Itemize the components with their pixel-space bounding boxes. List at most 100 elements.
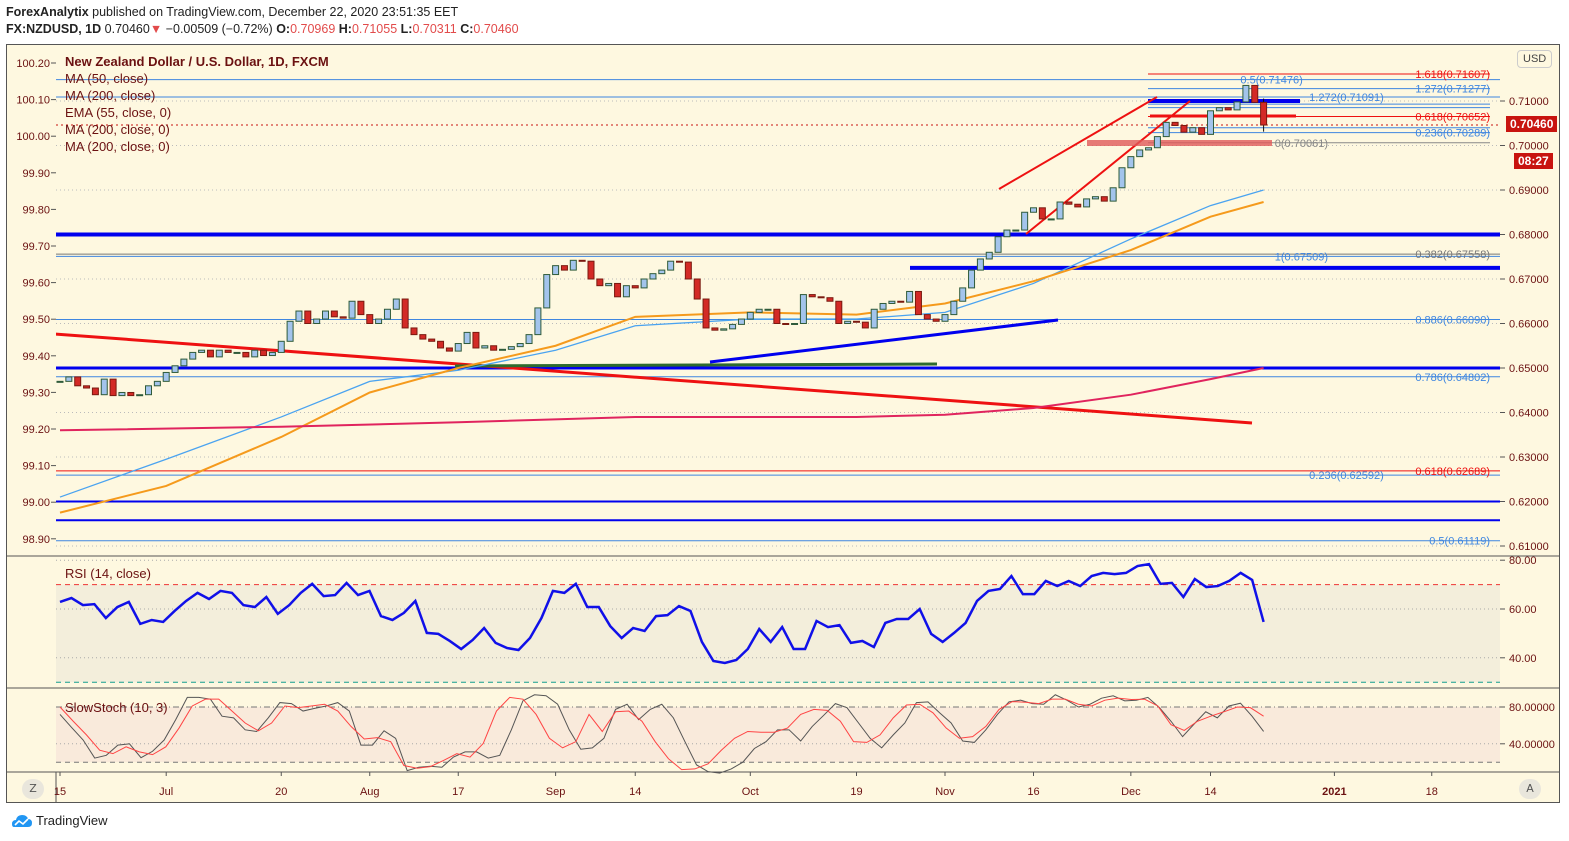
fib-level-label: 0(0.70061)	[1275, 138, 1328, 150]
legend-indicator[interactable]: MA (200, close, 0)	[65, 139, 170, 154]
candle-up	[277, 340, 285, 353]
candle-up	[1207, 110, 1214, 135]
date-tick-label: 15	[54, 786, 66, 798]
stoch-d-line	[59, 696, 1264, 771]
ascending-trendline	[709, 318, 1059, 364]
candle-down	[445, 347, 453, 352]
stoch-legend: SlowStoch (10, 3)	[65, 699, 168, 716]
candle-up	[1162, 121, 1170, 138]
tradingview-logo[interactable]: TradingView	[12, 813, 108, 828]
date-tick-label: 16	[1027, 786, 1039, 798]
price-change: −0.00509 (−0.72%)	[165, 22, 273, 36]
candle-up	[994, 236, 1002, 253]
descending-trendline	[56, 332, 1253, 425]
date-tick-label: Aug	[360, 786, 380, 798]
candle-up	[1242, 84, 1250, 103]
candle-up	[1118, 167, 1126, 189]
candle-up	[268, 351, 276, 357]
fib-level-label: 0.382(0.67558)	[1415, 249, 1490, 261]
candle-up	[1145, 147, 1153, 151]
candle-up	[658, 269, 666, 275]
candle-up	[755, 308, 763, 313]
date-tick-label: Oct	[742, 786, 759, 798]
publisher-name[interactable]: ForexAnalytix	[6, 5, 89, 19]
candle-down	[357, 300, 365, 316]
candle-up	[543, 274, 551, 309]
left-tick-label: 99.90	[22, 168, 50, 180]
currency-button[interactable]: USD	[1517, 50, 1553, 68]
legend-indicator[interactable]: EMA (55, close, 0)	[65, 105, 172, 120]
candle-down	[693, 278, 701, 300]
candle-down	[1198, 127, 1206, 135]
candle-down	[773, 308, 781, 325]
open-label: O:	[276, 22, 291, 36]
candle-up	[153, 380, 161, 387]
candle-up	[746, 311, 754, 320]
fib-level-label: 1(0.67509)	[1275, 251, 1328, 263]
candle-down	[702, 298, 710, 329]
candle-up	[959, 287, 967, 302]
candle-up	[534, 307, 542, 336]
candle-up	[162, 371, 170, 382]
candle-down	[1171, 121, 1179, 126]
candle-up	[950, 300, 958, 316]
date-tick-label: Nov	[935, 786, 955, 798]
candle-up	[392, 298, 400, 310]
fib-level-label: 0.236(0.70289)	[1415, 128, 1490, 140]
candle-down	[826, 297, 834, 302]
fib-level-label: 0.5(0.61119)	[1429, 536, 1490, 548]
left-tick-label: 100.20	[16, 58, 50, 70]
candle-up	[295, 310, 303, 322]
left-tick-label: 99.20	[22, 424, 50, 436]
candle-down	[631, 285, 639, 289]
candle-down	[932, 318, 940, 322]
candle-down	[923, 314, 931, 320]
candle-down	[410, 327, 418, 336]
date-tick-label: 14	[629, 786, 641, 798]
candle-down	[596, 278, 604, 287]
candle-down	[560, 265, 568, 271]
candle-up	[481, 345, 489, 349]
candle-down	[853, 320, 860, 323]
price-tick-label: 0.63000	[1509, 452, 1549, 464]
candle-up	[65, 376, 73, 382]
candle-up	[198, 349, 206, 353]
candle-up	[322, 310, 329, 320]
candle-down	[1180, 124, 1188, 133]
candle-up	[171, 365, 179, 373]
support-line	[454, 362, 938, 368]
timezone-button[interactable]: Z	[22, 779, 44, 799]
candle-up	[1003, 229, 1011, 238]
legend-indicator[interactable]: MA (200, close, 0)	[65, 122, 170, 137]
high-label: H:	[338, 22, 352, 36]
candle-up	[180, 358, 188, 367]
candle-up	[1136, 149, 1144, 158]
legend-indicator[interactable]: MA (50, close)	[65, 71, 149, 86]
chart-legend: New Zealand Dollar / U.S. Dollar, 1D, FX…	[65, 53, 329, 155]
candle-up	[454, 343, 462, 352]
last-price: 0.70460	[104, 22, 150, 36]
candle-up	[233, 351, 241, 354]
legend-indicator[interactable]: MA (200, close)	[65, 88, 156, 103]
candle-down	[1038, 207, 1046, 220]
fib-level-label: 0.5(0.71476)	[1240, 75, 1302, 87]
candle-down	[472, 331, 480, 349]
auto-scale-button[interactable]: A	[1519, 779, 1541, 799]
candle-down	[808, 294, 816, 298]
stoch-title[interactable]: SlowStoch (10, 3)	[65, 700, 168, 715]
candle-up	[383, 308, 391, 320]
symbol: FX:NZDUSD, 1D	[6, 22, 102, 36]
candle-down	[817, 296, 825, 299]
left-tick-label: 100.00	[16, 131, 50, 143]
left-tick-label: 99.10	[22, 461, 50, 473]
candle-up	[764, 308, 772, 311]
date-tick-label: 19	[850, 786, 862, 798]
left-tick-label: 99.60	[22, 278, 50, 290]
candle-up	[1153, 136, 1161, 149]
candle-up	[525, 334, 533, 345]
price-tick-label: 0.67000	[1509, 274, 1549, 286]
rsi-legend: RSI (14, close)	[65, 565, 151, 582]
channel-upper-line	[998, 96, 1158, 190]
rsi-title[interactable]: RSI (14, close)	[65, 566, 151, 581]
